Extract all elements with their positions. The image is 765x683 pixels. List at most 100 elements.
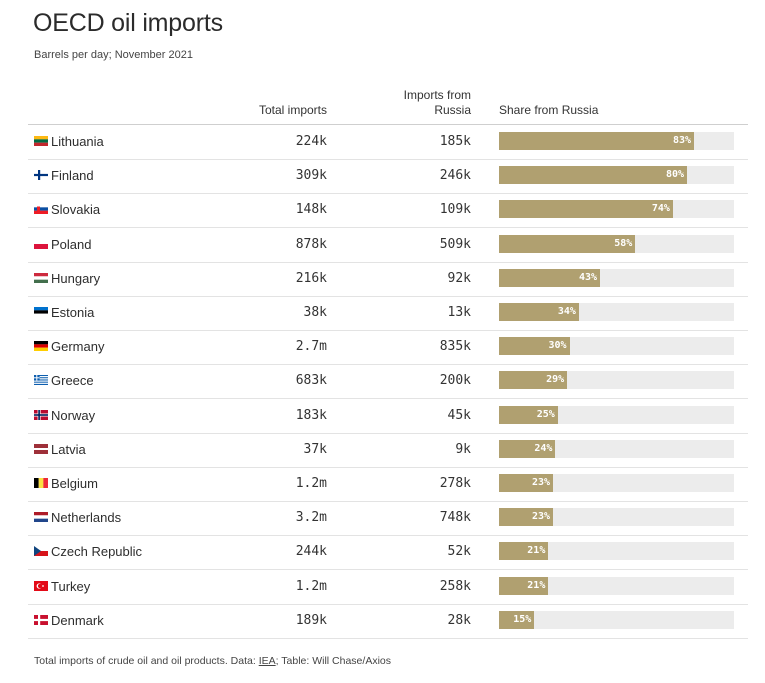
share-bar-track: 74% [499, 200, 734, 219]
share-bar: 83% [499, 132, 695, 150]
share-label: 29% [546, 374, 565, 386]
share-bar-track: 43% [499, 268, 734, 287]
footer-suffix: ; Table: Will Chase/Axios [275, 655, 391, 667]
share-bar: 15% [499, 610, 535, 629]
country-name: Turkey [51, 578, 91, 594]
russia-imports-value: 52k [447, 544, 471, 560]
share-label: 21% [527, 545, 546, 557]
table-row: Belgium 1.2m 278k 23% [28, 467, 748, 502]
total-imports-value: 878k [295, 236, 327, 252]
header-imports-from-russia: Imports from Russia [380, 88, 471, 118]
footer-source-link[interactable]: IEA [258, 655, 276, 667]
slovakia-flag-icon [34, 204, 48, 215]
table-row: Hungary 216k 92k 43% [28, 262, 748, 297]
total-imports-value: 309k [295, 168, 327, 184]
russia-imports-value: 92k [447, 270, 471, 286]
table-row: Greece 683k 200k 29% [28, 364, 748, 400]
estonia-flag-icon [34, 307, 48, 317]
footer-prefix: Total imports of crude oil and oil produ… [34, 655, 259, 667]
share-bar-track: 29% [499, 371, 734, 390]
russia-imports-value: 748k [439, 510, 471, 526]
share-bar: 74% [499, 200, 673, 219]
russia-imports-value: 13k [447, 305, 471, 320]
country-name: Slovakia [51, 202, 101, 218]
table-row: Lithuania 224k 185k 83% [28, 125, 748, 160]
share-label: 83% [672, 135, 692, 146]
share-bar-track: 15% [499, 610, 734, 629]
russia-imports-value: 45k [447, 407, 471, 423]
header-imports-line2: Russia [434, 103, 471, 117]
share-bar: 23% [499, 474, 554, 492]
share-label: 24% [534, 442, 553, 454]
share-label: 80% [665, 169, 684, 181]
country-name: Poland [51, 236, 92, 252]
share-label: 23% [531, 477, 551, 488]
russia-imports-value: 28k [447, 612, 471, 628]
hungary-flag-icon [34, 272, 48, 283]
total-imports-value: 244k [295, 544, 327, 560]
russia-imports-value: 246k [439, 168, 471, 184]
russia-imports-value: 200k [439, 373, 471, 389]
country-name: Hungary [51, 270, 101, 286]
share-bar-track: 83% [499, 132, 734, 150]
russia-imports-value: 185k [439, 134, 471, 149]
table-row: Germany 2.7m 835k 30% [28, 330, 748, 366]
total-imports-value: 3.2m [295, 510, 327, 526]
russia-imports-value: 278k [439, 476, 471, 491]
total-imports-value: 1.2m [295, 578, 327, 594]
turkey-flag-icon [34, 580, 48, 591]
total-imports-value: 38k [303, 305, 327, 320]
share-bar-track: 21% [499, 576, 734, 595]
country-name: Latvia [51, 441, 86, 457]
greece-flag-icon [34, 375, 48, 386]
table-row: Estonia 38k 13k 34% [28, 296, 748, 331]
netherlands-flag-icon [34, 512, 48, 523]
poland-flag-icon [34, 238, 48, 249]
total-imports-value: 148k [295, 202, 327, 218]
share-bar: 80% [499, 166, 687, 185]
share-bar: 21% [499, 542, 549, 561]
share-bar-track: 34% [499, 303, 734, 321]
share-bar: 58% [499, 234, 636, 253]
total-imports-value: 37k [303, 441, 327, 457]
share-bar: 34% [499, 303, 579, 321]
share-bar: 24% [499, 439, 556, 458]
latvia-flag-icon [34, 443, 48, 454]
chart-footer: Total imports of crude oil and oil produ… [34, 655, 391, 667]
share-bar: 30% [499, 337, 570, 356]
table-row: Denmark 189k 28k 15% [28, 604, 748, 639]
share-bar-track: 30% [499, 337, 734, 356]
share-bar: 25% [499, 405, 558, 424]
country-name: Estonia [51, 305, 95, 320]
lithuania-flag-icon [34, 136, 48, 146]
country-name: Lithuania [51, 134, 104, 149]
country-name: Denmark [51, 612, 104, 628]
total-imports-value: 1.2m [295, 476, 327, 491]
germany-flag-icon [34, 341, 48, 352]
share-label: 74% [651, 203, 670, 215]
header-imports-line1: Imports from [403, 88, 471, 102]
table-row: Netherlands 3.2m 748k 23% [28, 501, 748, 537]
share-bar-track: 23% [499, 508, 734, 527]
total-imports-value: 183k [295, 407, 327, 423]
share-label: 23% [531, 511, 551, 523]
share-bar: 29% [499, 371, 568, 390]
header-divider [28, 124, 748, 125]
share-label: 43% [578, 271, 598, 283]
share-label: 58% [614, 237, 633, 249]
share-label: 34% [557, 306, 576, 317]
share-bar: 21% [499, 576, 549, 595]
country-name: Belgium [51, 476, 98, 491]
czech-republic-flag-icon [34, 546, 48, 557]
table-row: Latvia 37k 9k 24% [28, 433, 748, 468]
share-bar-track: 80% [499, 166, 734, 185]
chart-title: OECD oil imports [33, 9, 223, 37]
total-imports-value: 683k [295, 373, 327, 389]
country-name: Netherlands [51, 510, 122, 526]
table-row: Turkey 1.2m 258k 21% [28, 570, 748, 605]
share-label: 25% [536, 408, 555, 420]
country-name: Czech Republic [51, 544, 143, 560]
header-total-imports: Total imports [258, 103, 327, 117]
country-name: Finland [51, 168, 94, 184]
